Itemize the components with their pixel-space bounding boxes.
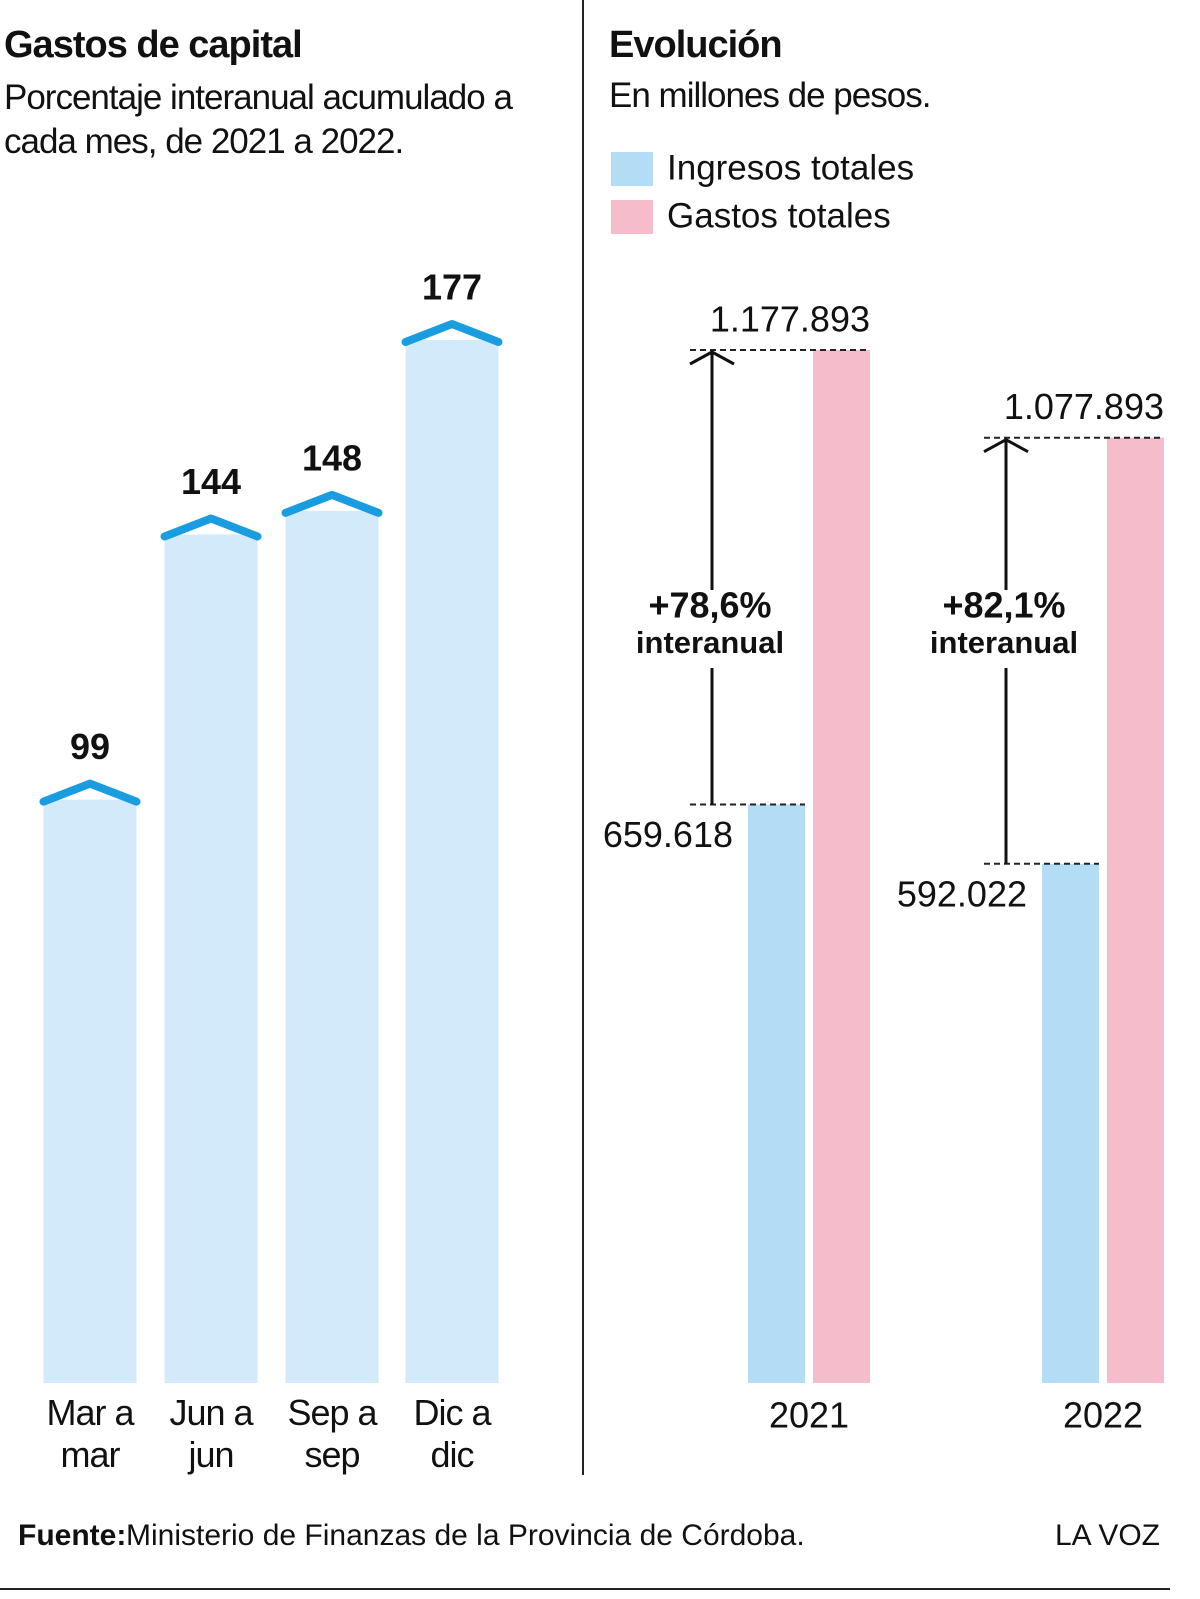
legend-swatch	[611, 200, 653, 234]
value-label: 144	[181, 461, 241, 502]
value-label: 148	[302, 437, 362, 478]
value-label: 177	[422, 267, 482, 308]
bar-cap	[39, 779, 141, 806]
annotation: +82,1%	[942, 585, 1065, 626]
arrow-head	[983, 437, 1029, 454]
x-tick-label: Sep a sep	[287, 1392, 377, 1475]
value-label: 659.618	[603, 814, 733, 855]
bar	[164, 534, 258, 1383]
value-label: 1.077.893	[1004, 386, 1164, 427]
bar	[285, 510, 379, 1384]
bar	[813, 350, 870, 1383]
x-tick-label: Dic a dic	[413, 1392, 491, 1475]
subtitle: En millones de pesos.	[609, 76, 931, 115]
subtitle: Porcentaje interanual acumulado a cada m…	[4, 78, 513, 161]
x-tick-label: 2022	[1063, 1395, 1143, 1436]
value-label: 1.177.893	[710, 299, 870, 340]
arrow-head	[689, 350, 735, 366]
bar	[1107, 437, 1164, 1383]
source-label: Fuente:	[18, 1519, 126, 1552]
x-tick-label: Mar a mar	[46, 1392, 134, 1475]
bar	[405, 340, 499, 1383]
bar-cap	[281, 490, 383, 517]
source: Ministerio de Finanzas de la Provincia d…	[126, 1519, 805, 1552]
legend-label: Ingresos totales	[667, 148, 914, 187]
x-tick-label: Jun a jun	[169, 1392, 253, 1475]
bar	[1042, 863, 1099, 1383]
annotation: interanual	[636, 625, 784, 660]
value-label: 99	[70, 726, 110, 767]
legend-label: Gastos totales	[667, 196, 891, 235]
brand: LA VOZ	[1055, 1519, 1160, 1552]
annotation: interanual	[930, 625, 1078, 660]
title: Gastos de capital	[4, 24, 303, 66]
x-tick-label: 2021	[769, 1395, 849, 1436]
legend-swatch	[611, 152, 653, 186]
value-label: 592.022	[897, 873, 1027, 914]
annotation: +78,6%	[648, 585, 771, 626]
bar-cap	[160, 514, 262, 541]
bar	[748, 804, 805, 1383]
title: Evolución	[609, 24, 783, 66]
bar	[43, 799, 137, 1383]
bar-cap	[401, 320, 503, 346]
